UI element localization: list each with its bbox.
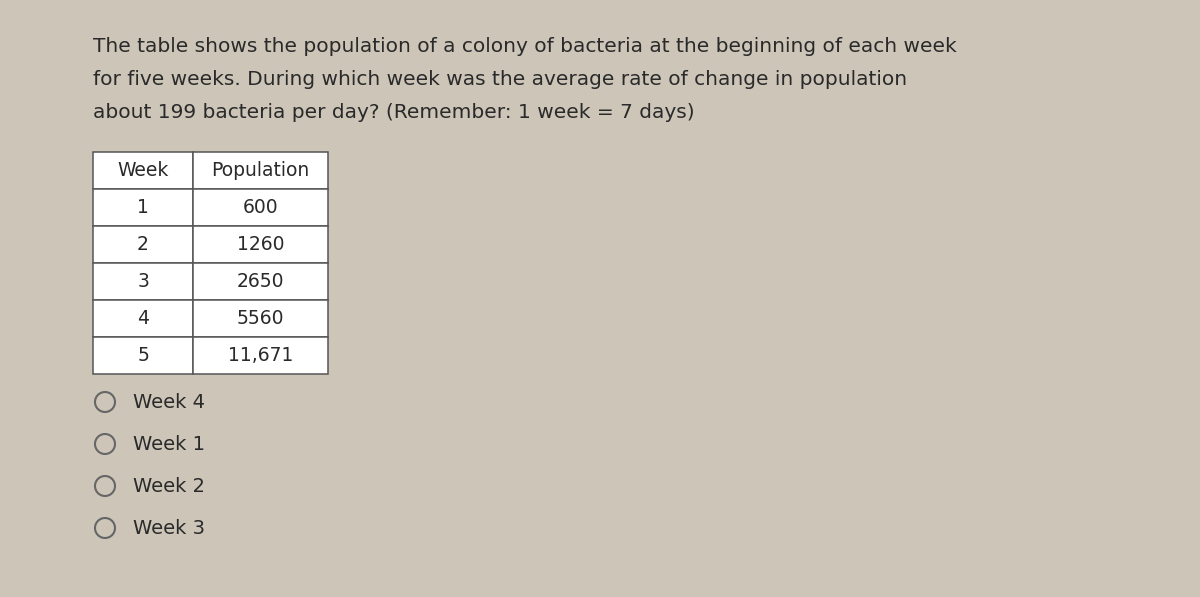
- Text: 1260: 1260: [236, 235, 284, 254]
- FancyBboxPatch shape: [94, 300, 193, 337]
- FancyBboxPatch shape: [193, 300, 328, 337]
- FancyBboxPatch shape: [193, 263, 328, 300]
- Text: 4: 4: [137, 309, 149, 328]
- Text: 5560: 5560: [236, 309, 284, 328]
- FancyBboxPatch shape: [94, 337, 193, 374]
- FancyBboxPatch shape: [94, 189, 193, 226]
- Text: 5: 5: [137, 346, 149, 365]
- Text: Week 2: Week 2: [133, 476, 205, 496]
- FancyBboxPatch shape: [193, 189, 328, 226]
- Text: 1: 1: [137, 198, 149, 217]
- Text: 11,671: 11,671: [228, 346, 293, 365]
- Text: Population: Population: [211, 161, 310, 180]
- Text: Week 4: Week 4: [133, 392, 205, 411]
- FancyBboxPatch shape: [193, 152, 328, 189]
- Text: 3: 3: [137, 272, 149, 291]
- Text: Week 1: Week 1: [133, 435, 205, 454]
- FancyBboxPatch shape: [94, 152, 193, 189]
- Text: Week 3: Week 3: [133, 519, 205, 537]
- Text: The table shows the population of a colony of bacteria at the beginning of each : The table shows the population of a colo…: [94, 37, 956, 56]
- FancyBboxPatch shape: [94, 226, 193, 263]
- Text: Week: Week: [118, 161, 169, 180]
- Text: 600: 600: [242, 198, 278, 217]
- Text: 2650: 2650: [236, 272, 284, 291]
- Text: about 199 bacteria per day? (Remember: 1 week = 7 days): about 199 bacteria per day? (Remember: 1…: [94, 103, 695, 122]
- FancyBboxPatch shape: [193, 337, 328, 374]
- FancyBboxPatch shape: [94, 263, 193, 300]
- Text: for five weeks. During which week was the average rate of change in population: for five weeks. During which week was th…: [94, 70, 907, 89]
- FancyBboxPatch shape: [193, 226, 328, 263]
- Text: 2: 2: [137, 235, 149, 254]
